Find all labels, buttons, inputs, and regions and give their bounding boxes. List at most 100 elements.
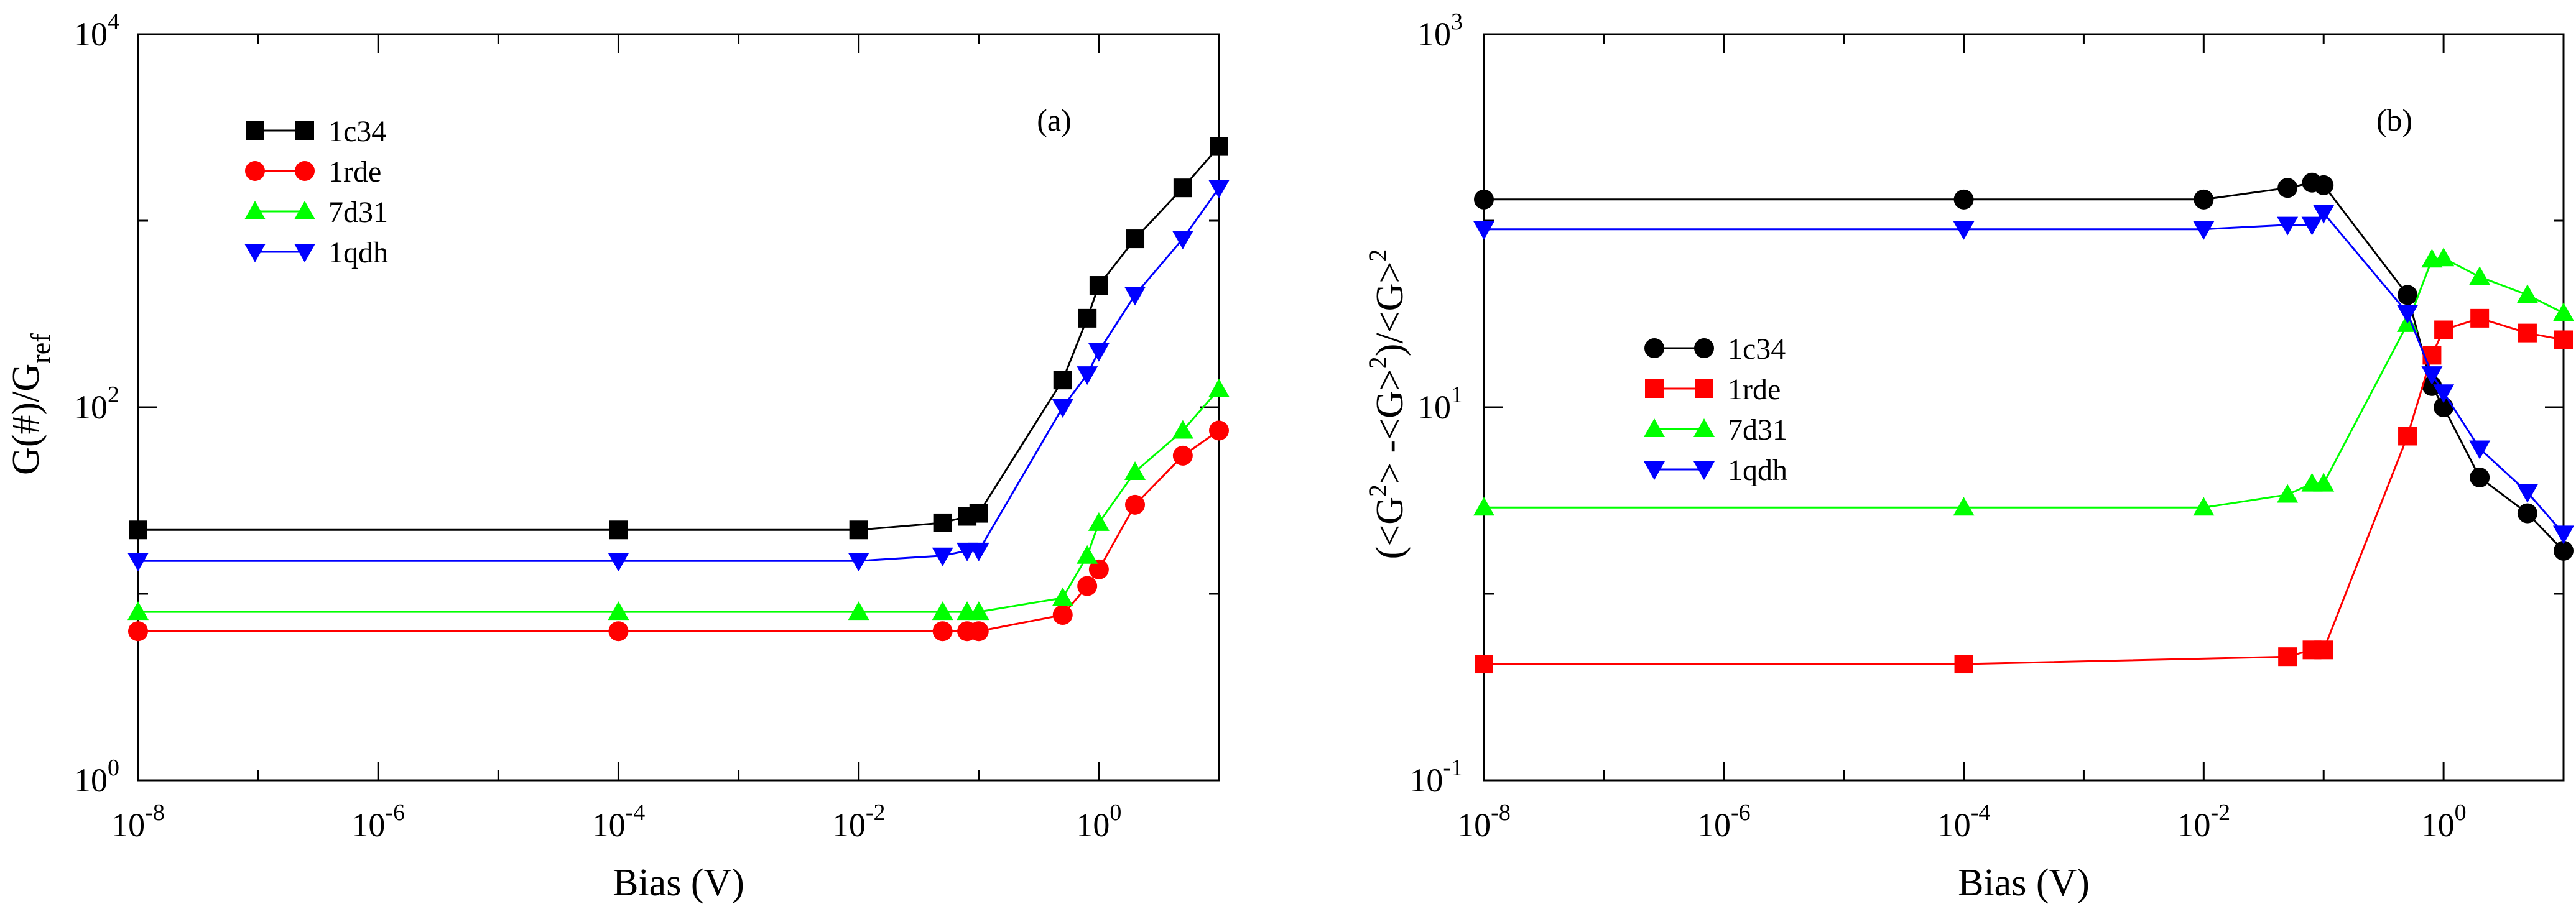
series-1rde: [1475, 308, 2573, 674]
x-tick-base: 10: [1697, 806, 1731, 844]
data-point: [848, 601, 869, 621]
data-point: [1077, 576, 1098, 596]
data-point: [1124, 287, 1146, 306]
data-point: [932, 601, 953, 621]
x-tick-label: 10-8: [1457, 800, 1511, 844]
y-tick-label: 101: [1417, 382, 1463, 426]
x-tick-label: 100: [1076, 800, 1121, 844]
legend-marker: [295, 161, 315, 181]
panel-label: (a): [1037, 103, 1072, 137]
data-point: [1473, 221, 1494, 240]
data-point: [849, 520, 868, 540]
data-point: [1172, 445, 1193, 466]
data-point: [1088, 343, 1110, 362]
data-point: [2398, 427, 2417, 446]
series-line: [1484, 182, 2565, 551]
y-tick-base: 10: [74, 389, 108, 426]
data-point: [608, 601, 629, 621]
data-point: [129, 520, 147, 540]
legend-label: 1qdh: [1728, 454, 1787, 487]
y-tick-label: 104: [74, 9, 119, 53]
legend-marker: [1644, 418, 1665, 437]
series-line: [1484, 257, 2564, 509]
y-tick-exp: 3: [1451, 9, 1463, 35]
x-tick-exp: -2: [866, 800, 886, 826]
data-point: [1077, 366, 1098, 385]
data-point: [1953, 189, 1974, 210]
legend-marker: [1695, 379, 1713, 398]
data-point: [2313, 473, 2335, 492]
data-point: [1173, 178, 1192, 198]
series-7d31: [127, 378, 1230, 621]
series-line: [138, 145, 1220, 531]
data-point: [2553, 525, 2574, 545]
y-tick-base: 10: [1417, 389, 1451, 426]
legend-label: 1qdh: [328, 236, 388, 269]
series-line: [138, 187, 1220, 562]
x-tick-label: 10-8: [111, 800, 165, 844]
x-tick-exp: 0: [2455, 800, 2467, 826]
panel-label: (b): [2376, 103, 2412, 137]
legend-label: 1rde: [1728, 373, 1781, 406]
legend-marker: [1693, 418, 1715, 437]
data-point: [2470, 308, 2490, 328]
series-1rde: [128, 420, 1229, 642]
legend: 1c34 1rde 7d31 1qdh: [244, 115, 388, 269]
data-point: [2313, 205, 2335, 224]
y-tick-label: 102: [74, 382, 119, 426]
x-tick-exp: -6: [385, 800, 405, 826]
y-axis-title: G(#)/Gref: [5, 333, 56, 475]
plot-frame: [1483, 33, 2565, 782]
data-point: [1089, 276, 1108, 295]
data-point: [1172, 420, 1193, 439]
data-point: [2434, 397, 2454, 417]
y-axis-title-sup: 2: [1364, 356, 1392, 369]
data-point: [968, 621, 989, 642]
x-tick-label: 100: [2421, 800, 2467, 844]
data-point: [2193, 497, 2215, 516]
series-1qdh: [1473, 205, 2574, 545]
legend-label: 1c34: [328, 115, 386, 148]
legend-marker: [294, 244, 315, 262]
x-axis-title: Bias (V): [1958, 862, 2090, 904]
y-tick-exp: -1: [1443, 755, 1463, 781]
y-axis-title-sub: ref: [25, 333, 56, 364]
x-tick-label: 10-6: [1697, 800, 1751, 844]
data-point: [1473, 497, 1494, 516]
x-tick-exp: -8: [1491, 800, 1511, 826]
legend-label: 1rde: [328, 155, 381, 188]
y-axis-title-part: > -<G>: [1369, 369, 1411, 484]
data-point: [932, 547, 953, 566]
x-tick-base: 10: [111, 806, 145, 844]
data-point: [128, 621, 148, 642]
legend-label: 1c34: [1728, 333, 1786, 366]
data-point: [968, 601, 989, 621]
x-tick-base: 10: [1076, 806, 1110, 844]
data-point: [1088, 512, 1110, 531]
series-line: [138, 388, 1220, 613]
y-tick-base: 10: [1409, 762, 1443, 799]
legend: 1c34 1rde 7d31 1qdh: [1644, 333, 1787, 487]
y-axis-title-main: G(#)/G: [5, 364, 47, 475]
y-tick-exp: 2: [108, 382, 119, 408]
x-tick-label: 10-4: [1937, 800, 1991, 844]
data-point: [2277, 178, 2298, 198]
data-point: [2517, 503, 2537, 524]
data-point: [2553, 302, 2574, 321]
data-point: [2421, 366, 2443, 385]
data-point: [2518, 323, 2537, 343]
legend-marker: [1645, 379, 1664, 398]
data-point: [969, 504, 988, 523]
data-point: [2277, 484, 2299, 503]
x-tick-exp: -6: [1731, 800, 1751, 826]
x-tick-base: 10: [2421, 806, 2455, 844]
legend-marker: [294, 201, 315, 219]
data-point: [2433, 247, 2455, 267]
x-tick-base: 10: [1457, 806, 1491, 844]
data-point: [2554, 330, 2573, 349]
data-point: [2516, 284, 2538, 303]
data-point: [848, 553, 869, 572]
data-point: [2433, 384, 2455, 404]
x-tick-base: 10: [832, 806, 866, 844]
y-tick-exp: 4: [108, 9, 119, 35]
